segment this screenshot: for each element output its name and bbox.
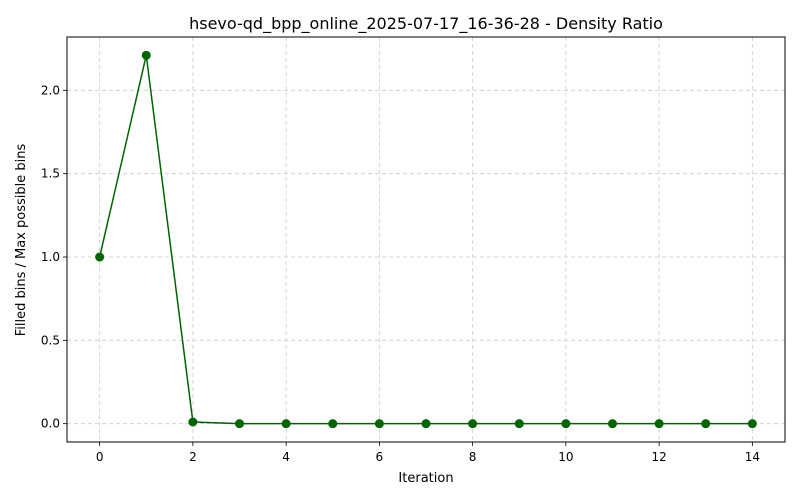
data-point-marker (281, 419, 291, 429)
data-point-marker (747, 419, 757, 429)
data-point-marker (328, 419, 338, 429)
data-point-marker (421, 419, 431, 429)
data-point-marker (374, 419, 384, 429)
y-axis-label: Filled bins / Max possible bins (14, 144, 29, 337)
x-tick-label: 4 (282, 450, 290, 464)
x-tick-label: 14 (745, 450, 760, 464)
data-point-marker (654, 419, 664, 429)
data-point-marker (514, 419, 524, 429)
data-point-marker (607, 419, 617, 429)
x-tick-label: 8 (469, 450, 477, 464)
y-tick-label: 1.5 (41, 167, 60, 181)
data-point-marker (95, 252, 105, 262)
data-point-marker (561, 419, 571, 429)
chart-title: hsevo-qd_bpp_online_2025-07-17_16-36-28 … (189, 14, 663, 34)
x-tick-label: 0 (96, 450, 104, 464)
series (95, 50, 757, 429)
data-point-marker (468, 419, 478, 429)
y-tick-label: 2.0 (41, 83, 60, 97)
y-tick-label: 1.0 (41, 250, 60, 264)
x-tick-label: 2 (189, 450, 197, 464)
axis-ticks: 0 2 4 6 8 10 12 14 0.0 0.5 1.0 1.5 2.0 (41, 83, 760, 464)
x-tick-label: 12 (651, 450, 666, 464)
data-point-marker (235, 419, 245, 429)
y-tick-label: 0.0 (41, 417, 60, 431)
data-point-marker (141, 50, 151, 60)
x-tick-label: 10 (558, 450, 573, 464)
y-tick-label: 0.5 (41, 333, 60, 347)
x-tick-label: 6 (376, 450, 384, 464)
plot-area-frame (66, 36, 786, 443)
data-point-marker (701, 419, 711, 429)
data-point-marker (188, 417, 198, 427)
x-axis-label: Iteration (398, 471, 453, 486)
